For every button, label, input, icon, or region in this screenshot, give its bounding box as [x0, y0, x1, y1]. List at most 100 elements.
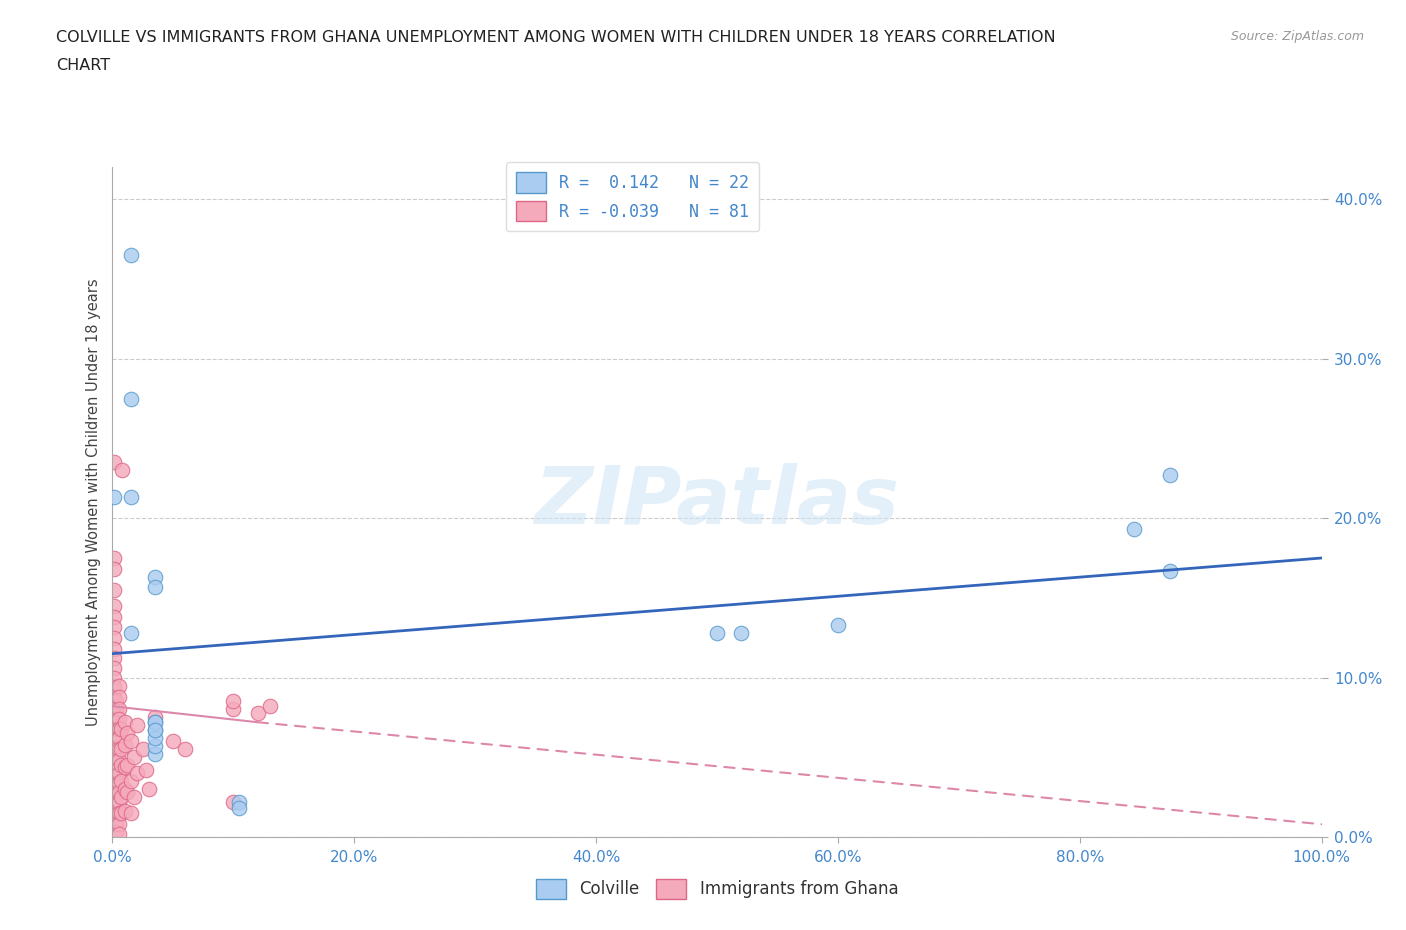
Point [110, 742, 132, 757]
Point [105, 825, 128, 840]
Point [103, 582, 125, 597]
Text: CHART: CHART [56, 58, 110, 73]
Point [143, 723, 166, 737]
Point [120, 734, 142, 749]
Text: ZIPatlas: ZIPatlas [534, 463, 900, 541]
Point [103, 490, 125, 505]
Point [107, 711, 129, 726]
Point [706, 626, 728, 641]
Point [107, 731, 129, 746]
Point [105, 750, 128, 764]
Point [143, 715, 166, 730]
Point [110, 774, 132, 789]
Point [103, 551, 125, 565]
Point [228, 794, 250, 809]
Point [222, 794, 245, 809]
Point [143, 747, 166, 762]
Point [222, 702, 245, 717]
Point [105, 798, 128, 813]
Point [120, 392, 142, 406]
Point [105, 788, 128, 803]
Point [1159, 564, 1181, 578]
Point [105, 740, 128, 755]
Point [103, 642, 125, 657]
Point [1159, 468, 1181, 483]
Point [120, 774, 142, 789]
Point [103, 671, 125, 685]
Point [107, 776, 129, 790]
Point [103, 562, 125, 577]
Legend: Colville, Immigrants from Ghana: Colville, Immigrants from Ghana [529, 872, 905, 906]
Point [110, 721, 132, 736]
Point [143, 715, 166, 730]
Point [1123, 522, 1146, 537]
Point [107, 678, 129, 693]
Point [107, 785, 129, 800]
Point [105, 721, 128, 736]
Point [105, 711, 128, 726]
Point [105, 731, 128, 746]
Point [174, 742, 197, 757]
Point [115, 726, 138, 741]
Point [103, 680, 125, 695]
Point [122, 750, 145, 764]
Point [222, 694, 245, 709]
Point [120, 626, 142, 641]
Point [105, 817, 128, 831]
Point [120, 490, 142, 505]
Point [103, 609, 125, 624]
Point [103, 660, 125, 675]
Point [122, 790, 145, 804]
Point [143, 731, 166, 746]
Point [143, 723, 166, 737]
Point [115, 758, 138, 773]
Point [107, 827, 129, 842]
Point [107, 742, 129, 757]
Point [107, 689, 129, 704]
Point [138, 782, 160, 797]
Point [110, 790, 132, 804]
Point [103, 631, 125, 645]
Point [103, 651, 125, 666]
Point [125, 718, 148, 733]
Point [730, 626, 752, 641]
Point [110, 805, 132, 820]
Point [107, 817, 129, 831]
Point [107, 794, 129, 809]
Point [114, 760, 136, 775]
Point [103, 715, 125, 730]
Point [143, 710, 166, 724]
Point [105, 807, 128, 822]
Point [107, 721, 129, 736]
Point [105, 702, 128, 717]
Point [228, 801, 250, 816]
Point [103, 598, 125, 613]
Point [105, 760, 128, 775]
Point [110, 758, 132, 773]
Point [246, 705, 269, 720]
Point [105, 778, 128, 793]
Point [115, 785, 138, 800]
Point [114, 737, 136, 752]
Point [143, 570, 166, 585]
Point [114, 804, 136, 819]
Point [107, 753, 129, 768]
Point [120, 247, 142, 262]
Point [125, 765, 148, 780]
Point [143, 738, 166, 753]
Point [107, 765, 129, 780]
Point [103, 619, 125, 634]
Point [107, 702, 129, 717]
Point [120, 805, 142, 820]
Point [259, 698, 281, 713]
Point [114, 782, 136, 797]
Point [114, 715, 136, 730]
Point [103, 707, 125, 722]
Point [135, 763, 157, 777]
Point [143, 579, 166, 594]
Point [827, 618, 849, 632]
Y-axis label: Unemployment Among Women with Children Under 18 years: Unemployment Among Women with Children U… [86, 278, 101, 726]
Point [105, 769, 128, 784]
Point [132, 742, 155, 757]
Point [103, 689, 125, 704]
